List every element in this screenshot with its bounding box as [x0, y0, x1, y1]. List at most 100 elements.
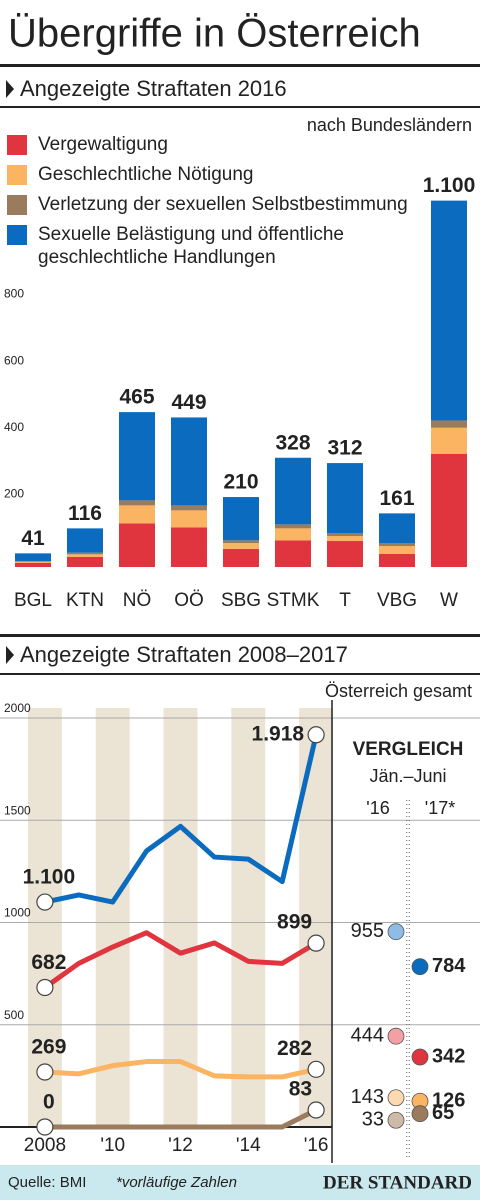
x-tick-label: '14 — [236, 1135, 261, 1156]
x-tick-label: '16 — [304, 1135, 329, 1156]
comparison-label: 342 — [432, 1045, 465, 1067]
y-tick-label: 1000 — [4, 906, 31, 920]
rule — [0, 673, 480, 675]
end-marker — [36, 1118, 54, 1136]
end-marker — [307, 1060, 325, 1078]
bar-segment — [119, 412, 155, 501]
section-title: Angezeigte Straftaten 2016 — [20, 76, 287, 101]
source: Quelle: BMI — [8, 1174, 86, 1191]
section-subtitle: Österreich gesamt — [325, 681, 472, 701]
legend-item: Geschlechtliche Nötigung — [7, 163, 408, 186]
total-label: 465 — [119, 386, 154, 409]
total-label: 312 — [327, 437, 362, 460]
bar-segment — [223, 540, 259, 544]
value-label: 0 — [43, 1091, 55, 1114]
legend-label: Verletzung der sexuellen Selbstbestimmun… — [38, 194, 408, 215]
value-label: 1.100 — [23, 866, 76, 889]
legend-swatch — [7, 195, 27, 215]
bar-segment — [431, 427, 467, 454]
bar-segment — [379, 543, 415, 547]
end-marker — [36, 893, 54, 911]
bar-segment — [327, 541, 363, 567]
stripe — [95, 708, 130, 1127]
total-label: 210 — [223, 471, 258, 494]
bar-segment — [379, 554, 415, 567]
bar-segment — [223, 543, 259, 550]
bar-segment — [67, 557, 103, 567]
end-marker — [307, 1101, 325, 1119]
total-label: 41 — [21, 527, 45, 550]
section-subtitle: nach Bundesländern — [307, 115, 472, 135]
comparison-label: 955 — [351, 920, 384, 942]
comparison-label: 784 — [432, 955, 466, 977]
stripe — [163, 708, 198, 1127]
bar-segment — [431, 453, 467, 567]
comparison-dot — [411, 958, 429, 976]
value-label: 899 — [277, 911, 312, 934]
legend-swatch — [7, 225, 27, 245]
bar-segment — [171, 527, 207, 567]
y-tick-label: 400 — [4, 420, 24, 434]
x-tick-label: W — [440, 590, 458, 611]
legend-swatch — [7, 135, 27, 155]
y-tick-label: 500 — [4, 1008, 24, 1022]
x-tick-label: OÖ — [174, 590, 204, 611]
y-tick-label: 1500 — [4, 803, 31, 817]
bar-segment — [15, 563, 51, 567]
section-marker — [6, 646, 14, 664]
note: *vorläufige Zahlen — [116, 1174, 237, 1191]
stripe — [27, 708, 62, 1127]
comparison-dot — [411, 1105, 429, 1123]
comparison-dot — [387, 1089, 405, 1107]
comparison-column: '17* — [425, 798, 455, 818]
comparison-dot — [387, 923, 405, 941]
bar-segment — [327, 536, 363, 542]
bar-segment — [223, 497, 259, 541]
x-tick-label: NÖ — [123, 590, 152, 611]
comparison-dot — [387, 1027, 405, 1045]
bar-segment — [275, 524, 311, 529]
total-label: 449 — [171, 391, 206, 414]
legend-label: Geschlechtliche Nötigung — [38, 164, 254, 185]
rule — [0, 64, 480, 67]
x-tick-label: BGL — [14, 590, 52, 611]
bar-segment — [67, 528, 103, 553]
legend-item: Sexuelle Belästigung und öffentliche ges… — [7, 223, 408, 269]
total-label: 1.100 — [423, 174, 476, 197]
bar-segment — [327, 463, 363, 534]
comparison-dot — [411, 1048, 429, 1066]
comparison-column: '16 — [366, 798, 389, 818]
end-marker — [307, 934, 325, 952]
value-label: 682 — [31, 951, 66, 974]
bar-segment — [223, 549, 259, 567]
bar-segment — [67, 554, 103, 558]
bar-segment — [275, 457, 311, 525]
comparison-label: 444 — [351, 1024, 384, 1046]
x-tick-label: '12 — [168, 1135, 193, 1156]
y-tick-label: 2000 — [4, 701, 31, 715]
x-tick-label: STMK — [267, 590, 320, 611]
end-marker — [307, 726, 325, 744]
bar-segment — [119, 500, 155, 506]
x-tick-label: '10 — [100, 1135, 125, 1156]
x-tick-label: VBG — [377, 590, 417, 611]
title: Übergriffe in Österreich — [8, 12, 421, 56]
comparison-label: 65 — [432, 1102, 454, 1124]
legend-swatch — [7, 165, 27, 185]
legend-item: Verletzung der sexuellen Selbstbestimmun… — [7, 193, 408, 216]
bar-segment — [15, 553, 51, 562]
line — [42, 1107, 319, 1130]
x-tick-label: T — [339, 590, 351, 611]
rule — [0, 634, 480, 637]
x-tick-label: SBG — [221, 590, 261, 611]
bar-segment — [119, 505, 155, 524]
bar-segment — [431, 200, 467, 421]
bar-segment — [119, 523, 155, 567]
bar-segment — [275, 540, 311, 567]
bar-segment — [327, 533, 363, 537]
bar-segment — [379, 546, 415, 555]
bar-segment — [431, 420, 467, 428]
total-label: 116 — [68, 502, 102, 525]
value-label: 1.918 — [252, 722, 305, 745]
